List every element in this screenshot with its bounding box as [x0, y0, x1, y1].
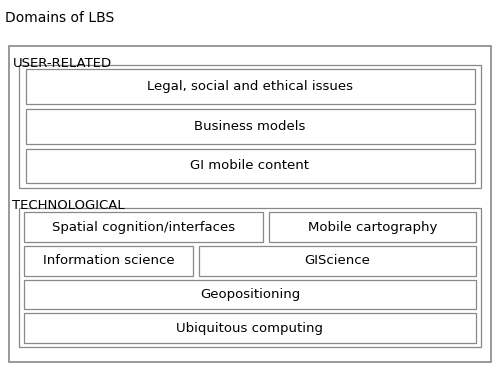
FancyBboxPatch shape [26, 69, 474, 104]
Text: Spatial cognition/interfaces: Spatial cognition/interfaces [52, 221, 235, 234]
FancyBboxPatch shape [19, 65, 481, 188]
Text: Domains of LBS: Domains of LBS [5, 11, 114, 25]
FancyBboxPatch shape [24, 280, 476, 310]
FancyBboxPatch shape [26, 109, 474, 144]
FancyBboxPatch shape [24, 313, 476, 343]
Text: Ubiquitous computing: Ubiquitous computing [176, 322, 324, 335]
FancyBboxPatch shape [19, 208, 481, 347]
Text: Mobile cartography: Mobile cartography [308, 221, 437, 234]
FancyBboxPatch shape [24, 212, 263, 242]
Text: Geopositioning: Geopositioning [200, 288, 300, 301]
Text: TECHNOLOGICAL: TECHNOLOGICAL [12, 199, 125, 212]
FancyBboxPatch shape [199, 246, 476, 276]
Text: GIScience: GIScience [304, 254, 370, 267]
Text: Information science: Information science [42, 254, 174, 267]
FancyBboxPatch shape [9, 46, 491, 362]
Text: USER-RELATED: USER-RELATED [12, 57, 112, 70]
FancyBboxPatch shape [24, 246, 193, 276]
Text: GI mobile content: GI mobile content [190, 159, 310, 172]
Text: Legal, social and ethical issues: Legal, social and ethical issues [147, 80, 353, 93]
FancyBboxPatch shape [269, 212, 476, 242]
Text: Business models: Business models [194, 120, 306, 133]
FancyBboxPatch shape [26, 149, 474, 183]
